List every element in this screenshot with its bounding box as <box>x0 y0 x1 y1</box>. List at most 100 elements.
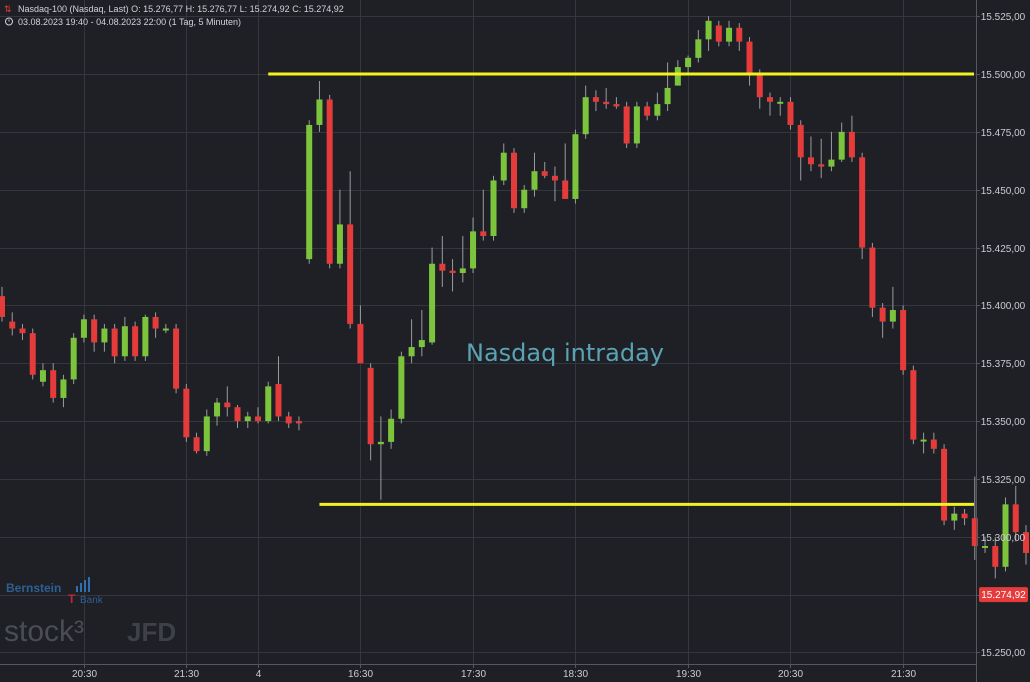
price-tick-label: 15.400,00 <box>981 301 1026 312</box>
candle <box>797 120 804 181</box>
candle-body <box>869 247 876 308</box>
candle-body <box>121 326 128 357</box>
candle-body <box>142 316 149 357</box>
price-tick-label: 15.450,00 <box>981 186 1026 197</box>
candle-body <box>992 546 999 567</box>
candle-body <box>347 224 354 324</box>
candle <box>695 30 702 63</box>
candle <box>459 235 466 283</box>
candle <box>244 411 251 429</box>
time-tick-label: 21:30 <box>174 669 199 680</box>
candle <box>295 416 302 431</box>
candle <box>592 90 599 112</box>
candle <box>777 97 784 116</box>
candle <box>685 55 692 75</box>
candle <box>930 432 937 454</box>
candle-body <box>60 379 67 398</box>
candle-body <box>316 99 323 125</box>
candle-body <box>203 416 210 452</box>
candle-body <box>214 402 221 417</box>
candle-body <box>715 25 722 42</box>
candle-body <box>797 124 804 158</box>
candle <box>562 143 569 199</box>
candle <box>746 37 753 86</box>
candle <box>203 409 210 456</box>
candle-body <box>838 131 845 160</box>
candle-body <box>470 231 477 269</box>
candle-body <box>777 101 784 104</box>
candle-body <box>910 370 917 440</box>
candle <box>859 152 866 260</box>
candle <box>500 143 507 186</box>
candle-body <box>29 333 36 375</box>
candle-body <box>224 402 231 408</box>
instrument-icon: ⇅ <box>4 4 12 14</box>
candle-body <box>449 270 456 274</box>
watermark-logos: Bernstein T Bank stock³ JFD <box>4 577 176 648</box>
candle-body <box>398 356 405 419</box>
bank-logo-t-icon: T <box>68 592 76 606</box>
candle-body <box>234 407 241 422</box>
candle-body <box>848 131 855 158</box>
candle <box>70 333 77 385</box>
candle-body <box>623 106 630 144</box>
candle <box>152 312 159 338</box>
candle-body <box>541 171 548 176</box>
candle <box>674 60 681 86</box>
candle <box>521 185 528 213</box>
candle-body <box>654 104 661 116</box>
price-tick-label: 15.500,00 <box>981 70 1026 81</box>
last-price-tag: 15.274,92 <box>979 587 1028 603</box>
price-tick-label: 15.375,00 <box>981 359 1026 370</box>
candle-body <box>920 439 927 442</box>
candle-body <box>357 323 364 364</box>
candle-body <box>418 340 425 348</box>
candle-body <box>572 134 579 199</box>
candle <box>511 148 517 213</box>
candle <box>603 87 610 109</box>
candle-body <box>408 347 415 357</box>
candles <box>0 16 1029 579</box>
candle <box>787 97 794 130</box>
candle-body <box>193 437 200 452</box>
candle <box>654 92 661 121</box>
candle-body <box>70 337 77 380</box>
candle <box>992 536 999 579</box>
candle <box>551 166 558 202</box>
candle-body <box>551 175 558 181</box>
candle-body <box>531 171 538 190</box>
candle-body <box>459 268 466 274</box>
candle-body <box>1023 532 1029 553</box>
candle <box>439 235 446 287</box>
candle <box>1023 525 1029 565</box>
time-tick-label: 4 <box>256 669 262 680</box>
candle <box>183 384 190 442</box>
candle-body <box>1012 504 1019 533</box>
candle <box>828 131 835 172</box>
candle-body <box>664 87 671 105</box>
candle <box>275 356 282 422</box>
candle <box>582 85 589 139</box>
candle <box>121 316 128 361</box>
candle-body <box>367 367 374 445</box>
candle <box>807 136 814 172</box>
time-tick-label: 18:30 <box>563 669 588 680</box>
candle <box>39 363 46 387</box>
candle-body <box>1002 504 1009 567</box>
candle <box>664 62 671 112</box>
candle-body <box>490 180 497 236</box>
candle-body <box>828 159 835 167</box>
time-tick-label: 16:30 <box>348 669 373 680</box>
candle <box>715 20 722 47</box>
signal-bars-icon <box>76 577 90 592</box>
candle-body <box>162 328 169 331</box>
candle-body <box>982 546 989 549</box>
candle-body <box>879 307 886 322</box>
candle <box>377 416 384 500</box>
candle-body <box>101 328 108 343</box>
candle <box>941 444 948 526</box>
candle-body <box>521 189 528 209</box>
candle <box>572 129 579 204</box>
candle <box>869 242 876 317</box>
